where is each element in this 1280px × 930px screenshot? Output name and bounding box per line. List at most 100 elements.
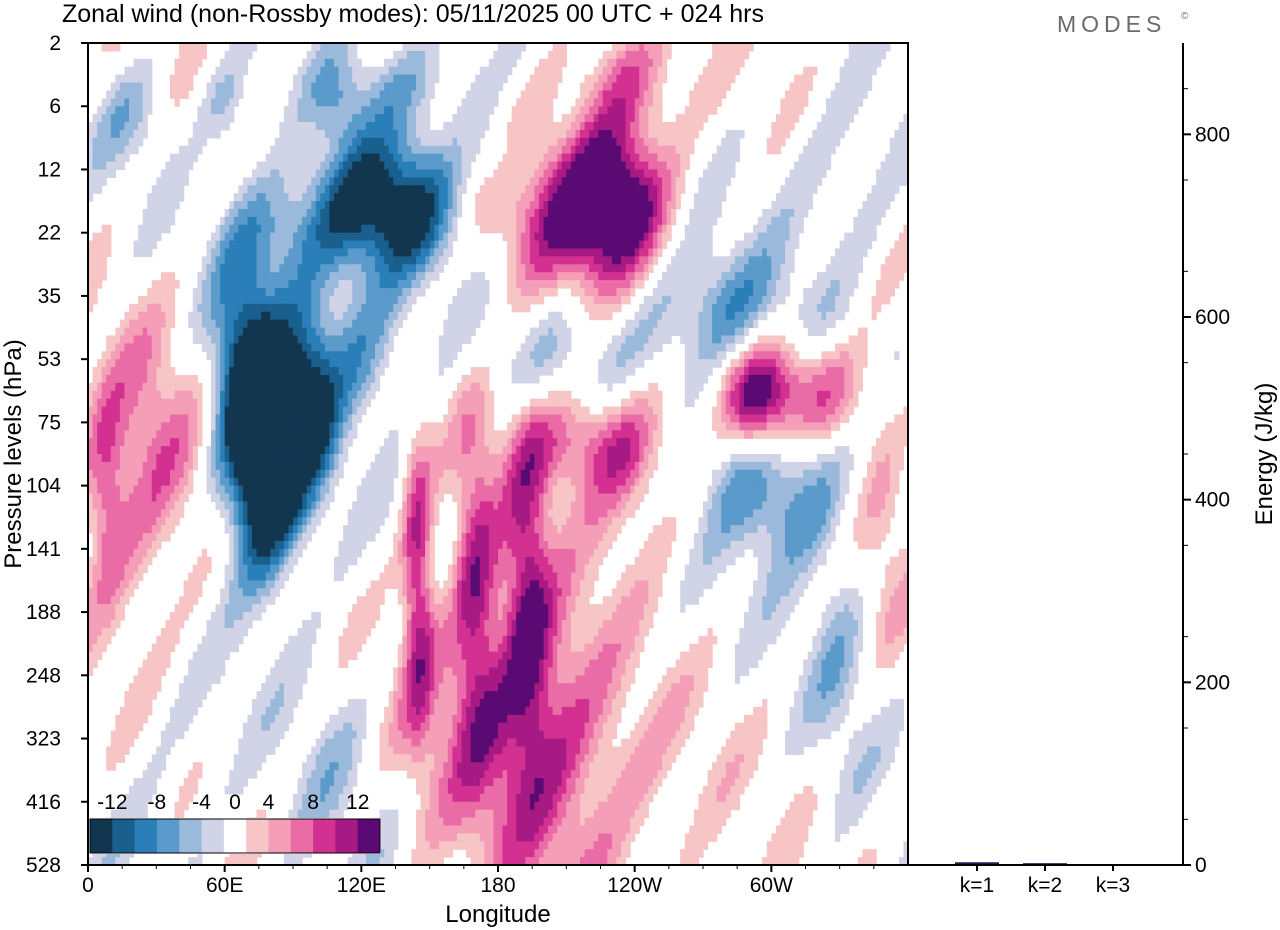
- field-cell: [575, 129, 581, 139]
- field-cell: [388, 90, 394, 99]
- field-cell: [826, 122, 832, 131]
- field-cell: [539, 367, 545, 376]
- field-cell: [229, 232, 235, 242]
- field-cell: [671, 272, 677, 281]
- field-cell: [725, 272, 731, 281]
- field-cell: [539, 240, 545, 250]
- field-cell: [785, 351, 791, 360]
- field-cell: [848, 248, 854, 257]
- field-cell: [507, 295, 513, 305]
- field-cell: [511, 145, 517, 155]
- field-cell: [110, 43, 116, 52]
- field-cell: [830, 106, 836, 115]
- field-cell: [406, 58, 413, 68]
- field-cell: [88, 288, 94, 297]
- field-cell: [484, 208, 490, 218]
- field-cell: [734, 66, 741, 76]
- field-cell: [871, 43, 877, 52]
- field-cell: [466, 374, 472, 384]
- field-cell: [652, 82, 659, 92]
- field-cell: [215, 303, 221, 313]
- field-cell: [598, 185, 604, 194]
- field-cell: [657, 98, 663, 107]
- field-cell: [174, 98, 180, 107]
- field-cell: [238, 50, 244, 60]
- field-cell: [160, 201, 167, 210]
- field-cell: [716, 145, 722, 155]
- field-cell: [297, 98, 303, 107]
- field-cell: [365, 216, 372, 226]
- field-cell: [721, 343, 727, 352]
- field-cell: [680, 295, 686, 305]
- field-cell: [447, 335, 454, 344]
- field-cell: [871, 303, 877, 313]
- field-cell: [712, 185, 718, 194]
- field-cell: [165, 208, 171, 218]
- field-cell: [493, 216, 499, 226]
- field-cell: [520, 122, 526, 131]
- field-cell: [188, 58, 194, 68]
- field-cell: [156, 288, 162, 297]
- field-cell: [379, 98, 385, 107]
- field-cell: [894, 169, 900, 178]
- field-cell: [748, 240, 754, 250]
- field-cell: [324, 272, 331, 281]
- field-cell: [789, 82, 795, 92]
- field-cell: [324, 367, 331, 376]
- field-cell: [101, 161, 107, 171]
- field-cell: [160, 288, 167, 297]
- field-cell: [753, 367, 759, 376]
- field-cell: [662, 319, 668, 329]
- field-cell: [771, 288, 777, 297]
- field-cell: [570, 153, 577, 163]
- field-cell: [156, 280, 162, 289]
- field-cell: [753, 256, 759, 265]
- field-cell: [147, 66, 153, 76]
- field-cell: [288, 145, 294, 155]
- field-cell: [434, 248, 440, 257]
- field-cell: [552, 82, 558, 92]
- field-cell: [666, 208, 672, 218]
- field-cell: [662, 288, 668, 297]
- field-cell: [689, 311, 695, 321]
- field-cell: [379, 153, 385, 163]
- field-cell: [611, 248, 618, 257]
- field-cell: [242, 50, 249, 60]
- field-cell: [529, 374, 536, 384]
- field-cell: [365, 374, 372, 384]
- field-cell: [803, 177, 809, 186]
- field-cell: [525, 224, 531, 234]
- field-cell: [343, 288, 349, 297]
- field-cell: [680, 114, 686, 123]
- field-cell: [197, 311, 203, 321]
- field-cell: [242, 66, 249, 76]
- field-cell: [397, 280, 403, 289]
- field-cell: [393, 106, 399, 115]
- field-cell: [488, 98, 495, 107]
- field-cell: [557, 185, 563, 194]
- field-cell: [848, 66, 854, 76]
- field-cell: [493, 201, 499, 210]
- field-cell: [388, 98, 394, 107]
- field-cell: [857, 74, 864, 84]
- field-cell: [242, 240, 249, 250]
- field-cell: [379, 272, 385, 281]
- field-cell: [370, 240, 376, 250]
- field-cell: [712, 208, 718, 218]
- field-cell: [570, 137, 577, 147]
- field-cell: [507, 264, 513, 273]
- field-cell: [671, 201, 677, 210]
- field-cell: [311, 240, 317, 250]
- field-cell: [416, 90, 422, 99]
- field-cell: [734, 319, 741, 329]
- field-cell: [138, 303, 144, 313]
- field-cell: [388, 177, 394, 186]
- field-cell: [816, 280, 823, 289]
- field-cell: [589, 161, 595, 171]
- field-cell: [151, 240, 157, 250]
- field-cell: [630, 351, 636, 360]
- field-cell: [324, 74, 331, 84]
- field-cell: [771, 232, 777, 242]
- field-cell: [730, 280, 736, 289]
- field-cell: [160, 303, 167, 313]
